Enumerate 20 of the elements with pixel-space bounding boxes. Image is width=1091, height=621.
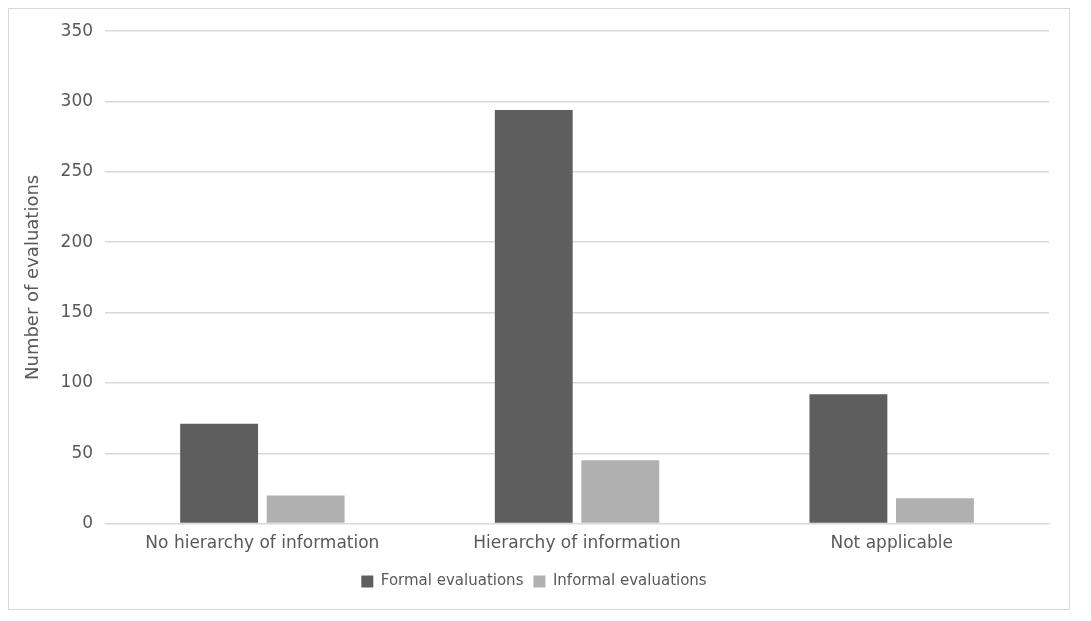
- bar: [180, 423, 259, 523]
- y-axis-title: Number of evaluations: [21, 174, 43, 380]
- y-tick-label: 250: [60, 160, 94, 181]
- bar: [581, 460, 660, 523]
- y-tick-label: 50: [71, 441, 94, 462]
- y-tick-label: 100: [60, 371, 94, 392]
- bar: [494, 109, 573, 523]
- x-tick-label: Not applicable: [830, 532, 953, 553]
- bar: [266, 495, 345, 523]
- y-tick-label: 300: [60, 89, 94, 110]
- bar: [809, 394, 888, 523]
- y-tick-label: 200: [60, 230, 94, 251]
- legend-label: Formal evaluations: [380, 571, 524, 590]
- y-tick-label: 350: [60, 19, 94, 40]
- x-tick-label: Hierarchy of information: [473, 532, 681, 553]
- legend-label: Informal evaluations: [552, 571, 707, 590]
- bar: [896, 498, 974, 523]
- y-tick-label: 0: [82, 512, 94, 533]
- x-tick-label: No hierarchy of information: [145, 532, 380, 553]
- y-tick-label: 150: [60, 300, 94, 321]
